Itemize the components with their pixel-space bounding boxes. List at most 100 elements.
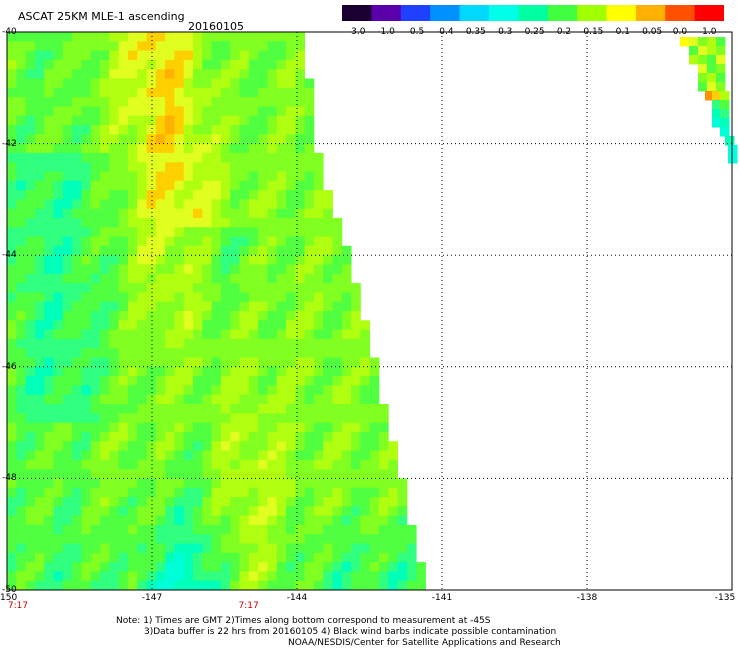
wind-cell: [7, 394, 17, 405]
wind-cell: [165, 171, 175, 182]
wind-cell: [25, 580, 36, 591]
wind-cell: [360, 506, 371, 516]
wind-cell: [193, 552, 203, 563]
wind-cell: [81, 450, 92, 461]
wind-cell: [295, 190, 305, 200]
wind-cell: [267, 143, 278, 154]
wind-cell: [155, 376, 166, 386]
wind-cell: [100, 450, 110, 461]
wind-cell: [118, 283, 129, 293]
wind-cell: [109, 143, 119, 154]
wind-cell: [313, 385, 324, 396]
wind-cell: [174, 534, 185, 544]
wind-cell: [109, 283, 119, 293]
wind-cell: [388, 515, 398, 526]
wind-cell: [90, 69, 101, 79]
wind-cell: [248, 50, 259, 61]
wind-cell: [276, 171, 287, 182]
wind-cell: [90, 487, 101, 498]
wind-cell: [276, 543, 287, 554]
wind-cell: [62, 143, 73, 154]
wind-cell: [44, 97, 54, 107]
wind-cell: [313, 292, 324, 303]
wind-cell: [276, 524, 287, 535]
wind-cell: [332, 487, 343, 498]
wind-cell: [267, 171, 278, 182]
wind-cell: [202, 218, 212, 228]
wind-cell: [118, 441, 129, 451]
wind-cell: [276, 292, 287, 303]
wind-cell: [118, 227, 129, 237]
wind-cell: [100, 404, 110, 414]
wind-cell: [16, 431, 26, 442]
wind-cell: [220, 69, 231, 79]
wind-cell: [146, 227, 157, 237]
wind-cell: [211, 329, 222, 340]
wind-cell: [146, 404, 157, 414]
wind-cell: [369, 562, 380, 572]
wind-cell: [276, 459, 287, 470]
wind-cell: [109, 171, 119, 182]
wind-cell: [295, 534, 305, 544]
wind-cell: [332, 236, 343, 247]
wind-cell: [313, 199, 324, 210]
wind-cell: [276, 338, 287, 349]
wind-cell: [34, 227, 45, 237]
wind-cell: [90, 329, 101, 340]
wind-cell: [313, 450, 324, 461]
wind-cell: [211, 152, 222, 163]
wind-cell: [397, 543, 408, 554]
wind-cell: [295, 264, 305, 275]
wind-cell: [211, 562, 222, 572]
wind-cell: [341, 404, 352, 414]
wind-cell: [304, 357, 315, 368]
wind-cell: [16, 329, 26, 340]
wind-cell: [332, 497, 343, 507]
wind-cell: [183, 87, 194, 98]
wind-cell: [332, 562, 343, 572]
wind-cell: [109, 180, 119, 191]
wind-cell: [25, 264, 36, 275]
wind-cell: [202, 134, 212, 144]
wind-cell: [351, 515, 361, 526]
wind-cell: [202, 171, 212, 182]
wind-cell: [183, 562, 194, 572]
wind-cell: [109, 487, 119, 498]
wind-cell: [72, 385, 82, 396]
wind-cell: [258, 506, 268, 516]
wind-cell: [689, 37, 699, 47]
wind-cell: [341, 366, 352, 377]
wind-cell: [193, 125, 203, 135]
wind-cell: [44, 478, 54, 489]
wind-cell: [351, 385, 361, 396]
wind-cell: [276, 50, 287, 61]
wind-cell: [286, 59, 296, 70]
wind-cell: [295, 69, 305, 79]
wind-cell: [276, 255, 287, 265]
wind-cell: [90, 385, 101, 396]
wind-cell: [81, 199, 92, 210]
wind-cell: [7, 571, 17, 582]
wind-cell: [7, 59, 17, 70]
wind-cell: [16, 552, 26, 563]
wind-cell: [230, 32, 240, 42]
gridlines: [7, 32, 732, 590]
wind-cell: [193, 562, 203, 572]
wind-cell: [286, 78, 296, 89]
wind-cell: [304, 245, 315, 256]
wind-cell: [239, 143, 250, 154]
wind-cell: [118, 171, 129, 182]
wind-cell: [118, 97, 129, 107]
wind-cell: [304, 301, 315, 312]
wind-cell: [220, 152, 231, 163]
wind-cell: [211, 227, 222, 237]
wind-cell: [25, 208, 36, 219]
wind-cell: [137, 245, 147, 256]
wind-cell: [248, 431, 259, 442]
wind-cell: [25, 515, 36, 526]
wind-cell: [313, 218, 324, 228]
wind-cell: [248, 190, 259, 200]
wind-cell: [323, 348, 333, 358]
wind-cell: [25, 69, 36, 79]
wind-cell: [267, 524, 278, 535]
